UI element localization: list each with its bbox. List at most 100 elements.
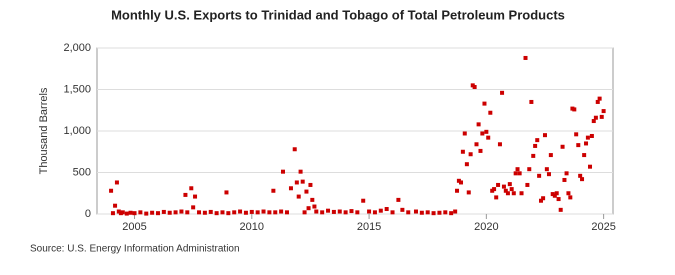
point bbox=[556, 197, 561, 202]
point bbox=[589, 133, 594, 138]
point bbox=[511, 191, 516, 196]
point bbox=[593, 115, 598, 120]
x-tick-label: 2015 bbox=[357, 221, 381, 233]
point bbox=[331, 209, 336, 214]
point bbox=[144, 211, 149, 216]
point bbox=[599, 114, 604, 119]
point bbox=[361, 198, 366, 203]
point bbox=[114, 180, 119, 185]
point bbox=[562, 177, 567, 182]
point bbox=[337, 209, 342, 214]
point bbox=[298, 169, 303, 174]
point bbox=[585, 135, 590, 140]
point bbox=[167, 210, 172, 215]
point bbox=[582, 153, 587, 158]
point bbox=[580, 177, 585, 182]
point bbox=[468, 152, 473, 157]
point bbox=[500, 90, 505, 95]
point bbox=[453, 209, 458, 214]
point bbox=[568, 195, 573, 200]
point bbox=[497, 142, 502, 147]
point bbox=[476, 122, 481, 127]
point bbox=[519, 191, 524, 196]
point bbox=[271, 188, 276, 193]
point bbox=[535, 138, 540, 143]
point bbox=[300, 179, 305, 184]
point bbox=[150, 210, 155, 215]
point bbox=[214, 211, 219, 216]
point bbox=[523, 55, 528, 60]
point bbox=[548, 153, 553, 158]
point bbox=[558, 207, 563, 212]
point bbox=[304, 189, 309, 194]
point bbox=[355, 210, 360, 215]
point bbox=[320, 210, 325, 215]
y-axis-label: Thousand Barrels bbox=[38, 87, 50, 174]
point bbox=[312, 204, 317, 209]
point bbox=[183, 192, 188, 197]
x-tick-label: 2010 bbox=[240, 221, 264, 233]
point bbox=[507, 182, 512, 187]
point bbox=[116, 209, 121, 214]
point bbox=[478, 148, 483, 153]
point bbox=[310, 197, 315, 202]
point bbox=[464, 162, 469, 167]
point bbox=[261, 209, 266, 214]
point bbox=[378, 208, 383, 213]
point bbox=[273, 210, 278, 215]
point bbox=[505, 191, 510, 196]
point bbox=[542, 133, 547, 138]
x-tick-label: 2020 bbox=[474, 221, 498, 233]
point bbox=[267, 210, 272, 215]
point bbox=[527, 167, 532, 172]
point bbox=[419, 210, 424, 215]
point bbox=[550, 192, 555, 197]
point bbox=[288, 186, 293, 191]
y-tick-label: 1,000 bbox=[63, 125, 91, 137]
point bbox=[597, 96, 602, 101]
point bbox=[425, 210, 430, 215]
point bbox=[406, 210, 411, 215]
point bbox=[400, 207, 405, 212]
point bbox=[492, 187, 497, 192]
point bbox=[437, 210, 442, 215]
point bbox=[189, 186, 194, 191]
point bbox=[372, 210, 377, 215]
point bbox=[455, 188, 460, 193]
point bbox=[576, 143, 581, 148]
point bbox=[578, 173, 583, 178]
point bbox=[249, 209, 254, 214]
point bbox=[280, 169, 285, 174]
point bbox=[574, 132, 579, 137]
point bbox=[552, 193, 557, 198]
point bbox=[431, 211, 436, 216]
point bbox=[284, 210, 289, 215]
point bbox=[128, 210, 133, 215]
x-tick-label: 2005 bbox=[122, 221, 146, 233]
point bbox=[544, 167, 549, 172]
point bbox=[179, 209, 184, 214]
point bbox=[243, 210, 248, 215]
point bbox=[456, 178, 461, 183]
point bbox=[482, 101, 487, 106]
point bbox=[462, 131, 467, 136]
point bbox=[306, 206, 311, 211]
point bbox=[191, 205, 196, 210]
point bbox=[560, 144, 565, 149]
source-note: Source: U.S. Energy Information Administ… bbox=[30, 244, 240, 255]
point bbox=[208, 209, 213, 214]
point bbox=[232, 210, 237, 215]
point bbox=[302, 210, 307, 215]
y-tick-label: 2,000 bbox=[63, 42, 91, 54]
point bbox=[120, 210, 125, 215]
point bbox=[501, 184, 506, 189]
point bbox=[396, 197, 401, 202]
point bbox=[513, 171, 518, 176]
point bbox=[595, 99, 600, 104]
point bbox=[459, 180, 464, 185]
point bbox=[308, 182, 313, 187]
point bbox=[155, 211, 160, 216]
point bbox=[503, 188, 508, 193]
point bbox=[110, 211, 115, 216]
point bbox=[533, 143, 538, 148]
